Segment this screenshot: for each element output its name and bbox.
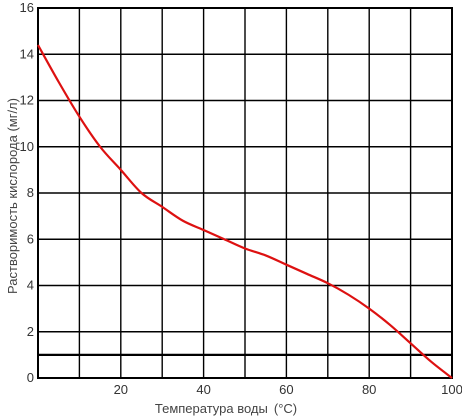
plot-frame xyxy=(37,7,453,379)
y-tick-label: 16 xyxy=(20,0,34,15)
y-tick-label: 2 xyxy=(27,324,34,339)
y-tick-label: 4 xyxy=(27,278,34,293)
y-tick-label: 0 xyxy=(27,370,34,385)
x-axis-label: Температура воды (°С) xyxy=(155,401,297,416)
x-tick-label: 20 xyxy=(114,382,128,397)
y-tick-label: 8 xyxy=(27,185,34,200)
x-tick-label: 100 xyxy=(441,382,462,397)
tick-labels: 0 2 4 6 8 10 12 14 16 20 40 60 80 100 xyxy=(20,0,462,397)
y-tick-label: 14 xyxy=(20,46,34,61)
y-tick-label: 6 xyxy=(27,231,34,246)
series-line xyxy=(37,44,453,379)
y-tick-label: 12 xyxy=(20,93,34,108)
series xyxy=(37,44,453,379)
y-axis-label: Растворимость кислорода (мг/л) xyxy=(5,98,20,294)
y-tick-label: 10 xyxy=(20,139,34,154)
x-tick-label: 40 xyxy=(196,382,210,397)
x-tick-label: 60 xyxy=(279,382,293,397)
x-tick-label: 80 xyxy=(362,382,376,397)
grid xyxy=(37,7,453,379)
